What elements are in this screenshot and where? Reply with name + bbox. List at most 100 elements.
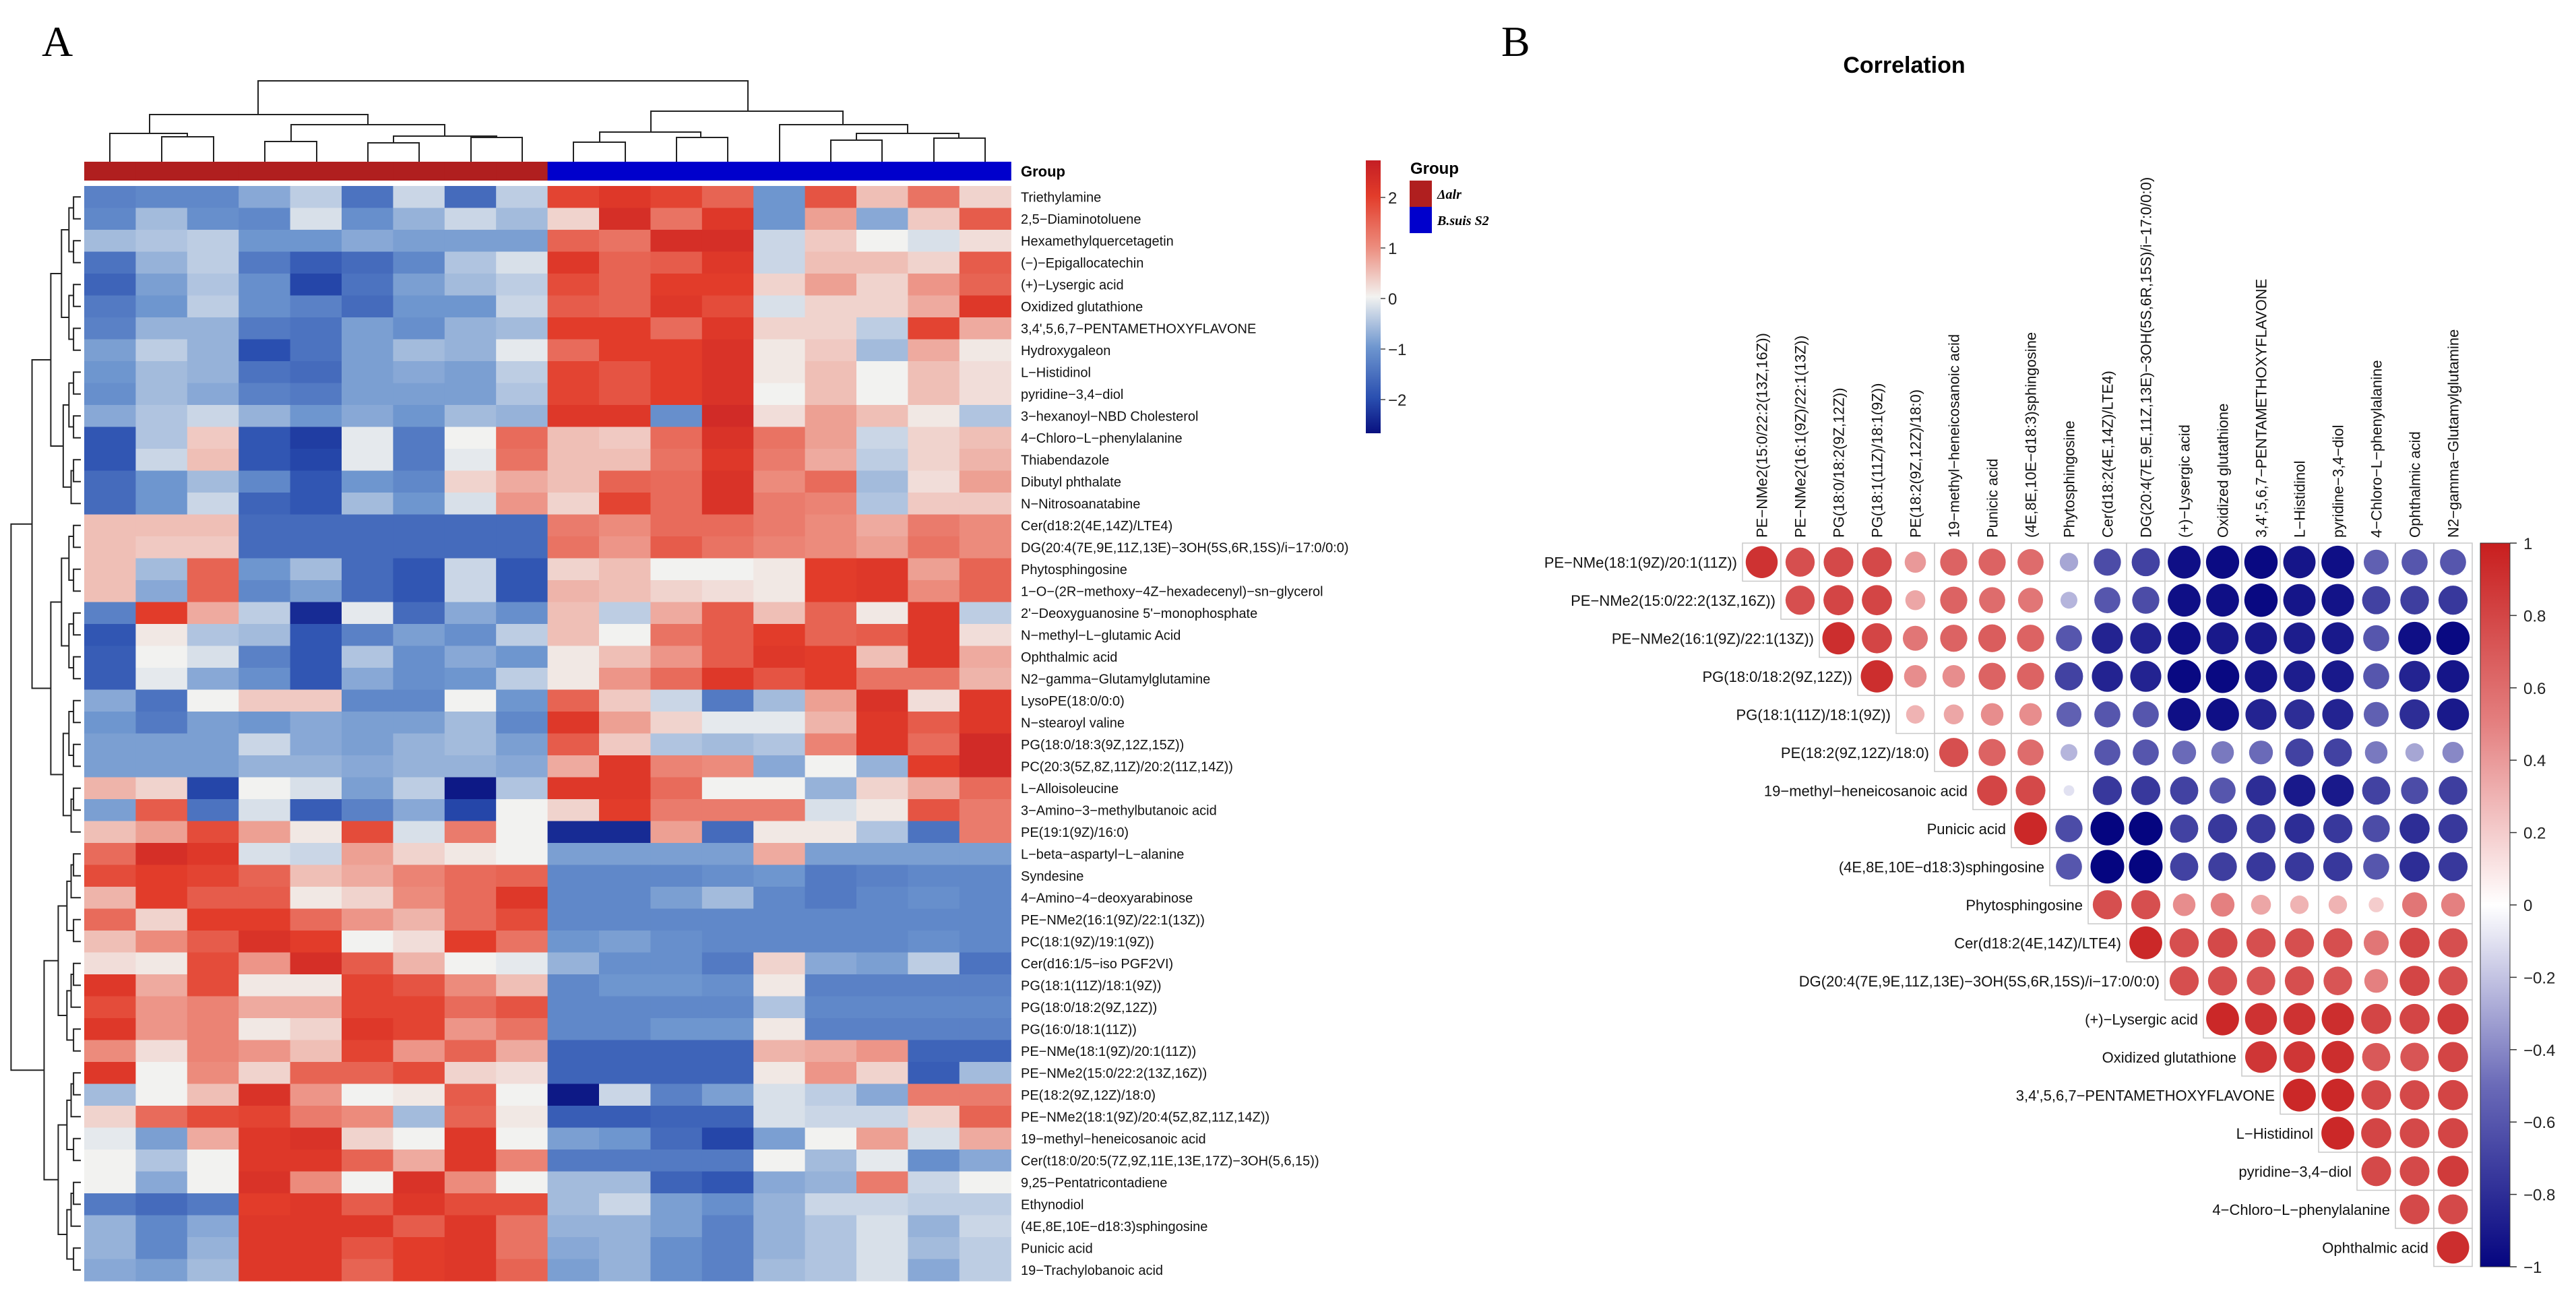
heatmap-cell [650, 427, 703, 449]
heatmap-cell [650, 449, 703, 472]
correlation-circle [2438, 966, 2468, 996]
heatmap-cell [496, 646, 548, 668]
heatmap-cell [135, 952, 188, 975]
heatmap-cell [290, 755, 342, 778]
heatmap-cell [856, 952, 908, 975]
correlation-circle [1980, 703, 2004, 726]
heatmap-cell [547, 405, 600, 428]
dendrogram-branch [73, 459, 81, 482]
row-label: Oxidized glutathione [1021, 300, 1143, 315]
heatmap-cell [393, 843, 445, 866]
heatmap-cell [753, 624, 806, 647]
heatmap-cell [84, 712, 136, 734]
heatmap-cell [805, 558, 857, 581]
heatmap-cell [599, 908, 651, 931]
heatmap-cell [239, 470, 291, 493]
heatmap-cell [496, 1193, 548, 1216]
correlation-column-label: 19−methyl−heneicosanoic acid [1946, 334, 1963, 538]
heatmap-cell [908, 1083, 960, 1106]
heatmap-cell [84, 843, 136, 866]
heatmap-cell [290, 908, 342, 931]
correlation-circle [2399, 1194, 2430, 1224]
correlation-row-label: 19−methyl−heneicosanoic acid [1764, 782, 1968, 799]
heatmap-cell [135, 931, 188, 953]
heatmap-cell [701, 295, 754, 318]
heatmap-cell [444, 1018, 497, 1041]
heatmap-cell [908, 974, 960, 997]
heatmap-cell [753, 777, 806, 800]
heatmap-cell [135, 1040, 188, 1063]
heatmap-cell [290, 514, 342, 537]
heatmap-cell [959, 295, 1011, 318]
heatmap-cell [496, 514, 548, 537]
heatmap-cell [393, 580, 445, 603]
heatmap-cell [959, 339, 1011, 362]
heatmap-cell [959, 1106, 1011, 1129]
heatmap-cell [496, 777, 548, 800]
row-label: PE−NMe2(15:0/22:2(13Z,16Z)) [1021, 1066, 1207, 1081]
heatmap-cell [908, 1018, 960, 1041]
heatmap-cell [290, 317, 342, 340]
heatmap-cell [753, 493, 806, 515]
heatmap-row-labels: Triethylamine 2,5−Diaminotoluene Hexamethy… [1021, 190, 1349, 1278]
heatmap-cell [393, 208, 445, 230]
column-dendrogram [109, 80, 986, 162]
heatmap-cell [856, 799, 908, 822]
heatmap-cell [342, 689, 394, 712]
correlation-circle [2362, 815, 2390, 842]
row-label: pyridine−3,4−diol [1021, 387, 1123, 402]
dendrogram-branch [73, 240, 81, 263]
heatmap-cell [239, 843, 291, 866]
heatmap-cell [753, 843, 806, 866]
heatmap-cell [701, 339, 754, 362]
heatmap-cell [84, 646, 136, 668]
heatmap-cell [805, 230, 857, 253]
row-label: PC(18:1(9Z)/19:1(9Z)) [1021, 935, 1154, 949]
heatmap-cell [135, 1215, 188, 1238]
heatmap-cell [393, 405, 445, 428]
heatmap-cell [805, 1215, 857, 1238]
correlation-circle [2129, 926, 2162, 960]
heatmap-cell [753, 887, 806, 910]
heatmap-cell [701, 1018, 754, 1041]
heatmap-cell [959, 602, 1011, 625]
correlation-circle [2205, 660, 2240, 693]
heatmap-cell [496, 821, 548, 844]
heatmap-cell [135, 514, 188, 537]
correlation-circle [2440, 548, 2466, 575]
heatmap-cell [701, 427, 754, 449]
heatmap-cell [856, 1127, 908, 1150]
heatmap-cell [547, 624, 600, 647]
heatmap-cell [753, 339, 806, 362]
heatmap-cell [496, 1083, 548, 1106]
heatmap-cell [959, 1171, 1011, 1194]
heatmap-cell [753, 1171, 806, 1194]
heatmap-cell [599, 558, 651, 581]
heatmap-cell [393, 317, 445, 340]
heatmap-cell [496, 1040, 548, 1063]
heatmap-cell [342, 974, 394, 997]
heatmap-cell [805, 1040, 857, 1063]
heatmap-cell [805, 777, 857, 800]
heatmap-cell [599, 251, 651, 274]
heatmap-cell [239, 887, 291, 910]
heatmap-cell [84, 1083, 136, 1106]
heatmap-cell [342, 668, 394, 691]
group-annotation-bar [84, 162, 1011, 181]
heatmap-cell [342, 908, 394, 931]
heatmap-cell [496, 536, 548, 559]
heatmap-cell [342, 427, 394, 449]
correlation-circle [2170, 776, 2199, 805]
heatmap-cell [393, 230, 445, 253]
heatmap-cell [701, 952, 754, 975]
heatmap-cell [496, 712, 548, 734]
heatmap-cell [496, 383, 548, 406]
heatmap-cell [959, 668, 1011, 691]
heatmap-cell [959, 1040, 1011, 1063]
heatmap-cell [959, 1215, 1011, 1238]
heatmap-cell [393, 1215, 445, 1238]
heatmap-cell [239, 580, 291, 603]
heatmap-cell [650, 887, 703, 910]
heatmap-cell [959, 1193, 1011, 1216]
